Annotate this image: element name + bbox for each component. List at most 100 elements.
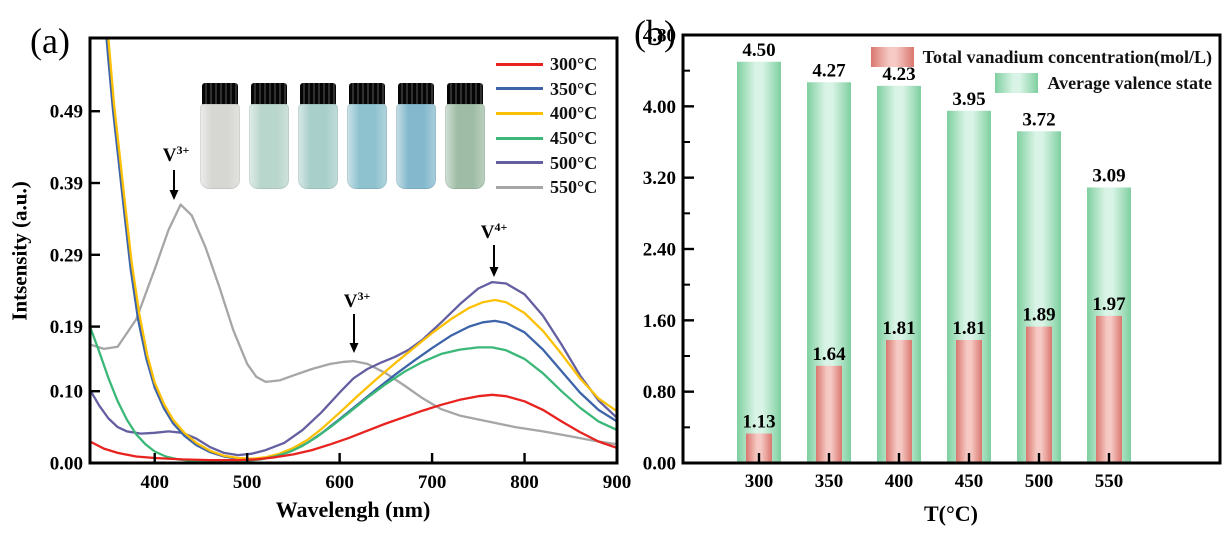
legend-item: 550°C — [496, 175, 597, 200]
spectrum-curve-300C — [91, 393, 616, 462]
annotation-base: V — [343, 291, 358, 313]
tick-label: 400 — [885, 471, 914, 492]
concentration-bar-400 — [886, 339, 912, 463]
tick-label: 1.60 — [643, 311, 676, 332]
vial-photo-inset — [200, 79, 496, 189]
tick-label: 3.20 — [643, 168, 676, 189]
vial-liquid — [347, 104, 387, 189]
bar-value-label: 1.89 — [1022, 305, 1055, 326]
panel-a-frame — [88, 36, 619, 465]
vial-liquid — [396, 104, 436, 189]
sample-vial — [445, 83, 485, 189]
legend-label: 500°C — [550, 152, 598, 173]
sample-vial — [249, 83, 289, 189]
tick-label: 300 — [745, 471, 774, 492]
legend-bar-swatch — [995, 73, 1039, 93]
legend-item: 350°C — [496, 77, 597, 102]
concentration-bar-550 — [1096, 315, 1122, 463]
sample-vial — [347, 83, 387, 189]
vial-cap — [398, 83, 434, 105]
tick-label: 450 — [955, 471, 984, 492]
legend-label: Average valence state — [1047, 73, 1212, 93]
legend-label: 400°C — [550, 103, 598, 124]
legend-bar-swatch — [870, 47, 914, 67]
legend-line-swatch — [496, 161, 543, 165]
legend-label: 550°C — [550, 177, 598, 198]
sample-vial — [298, 83, 338, 189]
tick-label: 500 — [1025, 471, 1054, 492]
annotation-v3plus: V3+ — [163, 143, 190, 167]
legend-line-swatch — [496, 185, 543, 189]
panel-b-x-axis-title: T(°C) — [923, 501, 979, 526]
annotation-superscript: 4+ — [494, 219, 508, 234]
tick-label: 800 — [510, 472, 539, 493]
spectrum-curve-450C — [91, 327, 616, 462]
annotation-superscript: 3+ — [357, 288, 371, 303]
concentration-bar-350 — [816, 365, 842, 463]
panel-b-frame — [681, 33, 1222, 465]
annotation-v3plus: V3+ — [344, 289, 371, 313]
bar-value-label: 1.64 — [812, 344, 846, 365]
bar-value-label: 1.13 — [742, 412, 775, 433]
bar-value-label: 1.81 — [882, 318, 915, 339]
tick-label: 350 — [815, 471, 844, 492]
vial-liquid — [445, 104, 485, 189]
annotation-superscript: 3+ — [176, 142, 190, 157]
spectrum-curve-400C — [107, 39, 616, 460]
legend-label: 350°C — [550, 78, 598, 99]
panel-a-legend: 300°C 350°C 400°C 450°C 500°C 550°C — [496, 52, 597, 200]
bar-value-label: 3.72 — [1022, 109, 1055, 130]
annotation-arrow-head — [349, 343, 359, 353]
legend-item: 500°C — [496, 150, 597, 175]
legend-item: 400°C — [496, 101, 597, 126]
tick-label: 0.39 — [50, 174, 83, 195]
legend-line-swatch — [496, 62, 543, 66]
panel-a-y-axis-title: Intsensity (a.u.) — [7, 181, 32, 321]
tick-label: 0.29 — [50, 245, 83, 266]
sample-vial — [200, 83, 240, 189]
panel-a-x-axis-title: Wavelengh (nm) — [275, 497, 431, 522]
tick-label: 0.49 — [50, 102, 83, 123]
legend-line-swatch — [496, 87, 543, 91]
sample-vial — [396, 83, 436, 189]
vial-cap — [300, 83, 336, 105]
bar-value-label: 3.95 — [952, 89, 985, 110]
legend-line-swatch — [496, 136, 543, 140]
valence-bar-300 — [737, 61, 781, 463]
annotation-base: V — [162, 145, 177, 167]
annotation-arrow-head — [489, 267, 499, 277]
annotation-arrow-head — [169, 190, 179, 200]
vial-liquid — [249, 104, 289, 189]
tick-label: 700 — [418, 472, 447, 493]
tick-label: 400 — [140, 472, 169, 493]
legend-label: Total vanadium concentration(mol/L) — [922, 47, 1212, 67]
legend-label: 450°C — [550, 128, 598, 149]
legend-label: 300°C — [550, 54, 598, 75]
concentration-bar-450 — [956, 339, 982, 463]
legend-item: 300°C — [496, 52, 597, 77]
bar-value-label: 4.23 — [882, 64, 915, 85]
annotation-base: V — [480, 222, 495, 244]
tick-label: 4.00 — [643, 97, 676, 118]
vial-liquid — [200, 104, 240, 189]
tick-label: 2.40 — [643, 240, 676, 261]
spectrum-curve-550C — [91, 203, 616, 446]
panel-a-letter: (a) — [30, 21, 70, 61]
tick-label: 0.19 — [50, 317, 83, 338]
panel-b-letter: (b) — [634, 13, 676, 53]
vial-cap — [349, 83, 385, 105]
legend-line-swatch — [496, 111, 543, 115]
vial-cap — [251, 83, 287, 105]
tick-label: 0.00 — [50, 454, 83, 475]
annotation-v4plus: V4+ — [481, 220, 508, 244]
panel-a: 400 500 600 700 800 900 0.00 0.10 0.19 0.29 0.39 0.… — [50, 36, 632, 493]
legend-item: Average valence state — [672, 70, 1212, 96]
spectrum-curve-500C — [91, 280, 616, 457]
tick-label: 4.80 — [643, 26, 676, 47]
tick-label: 0.10 — [50, 382, 83, 403]
tick-label: 900 — [603, 472, 632, 493]
bar-value-label: 4.27 — [812, 60, 846, 81]
tick-label: 0.00 — [643, 454, 676, 475]
